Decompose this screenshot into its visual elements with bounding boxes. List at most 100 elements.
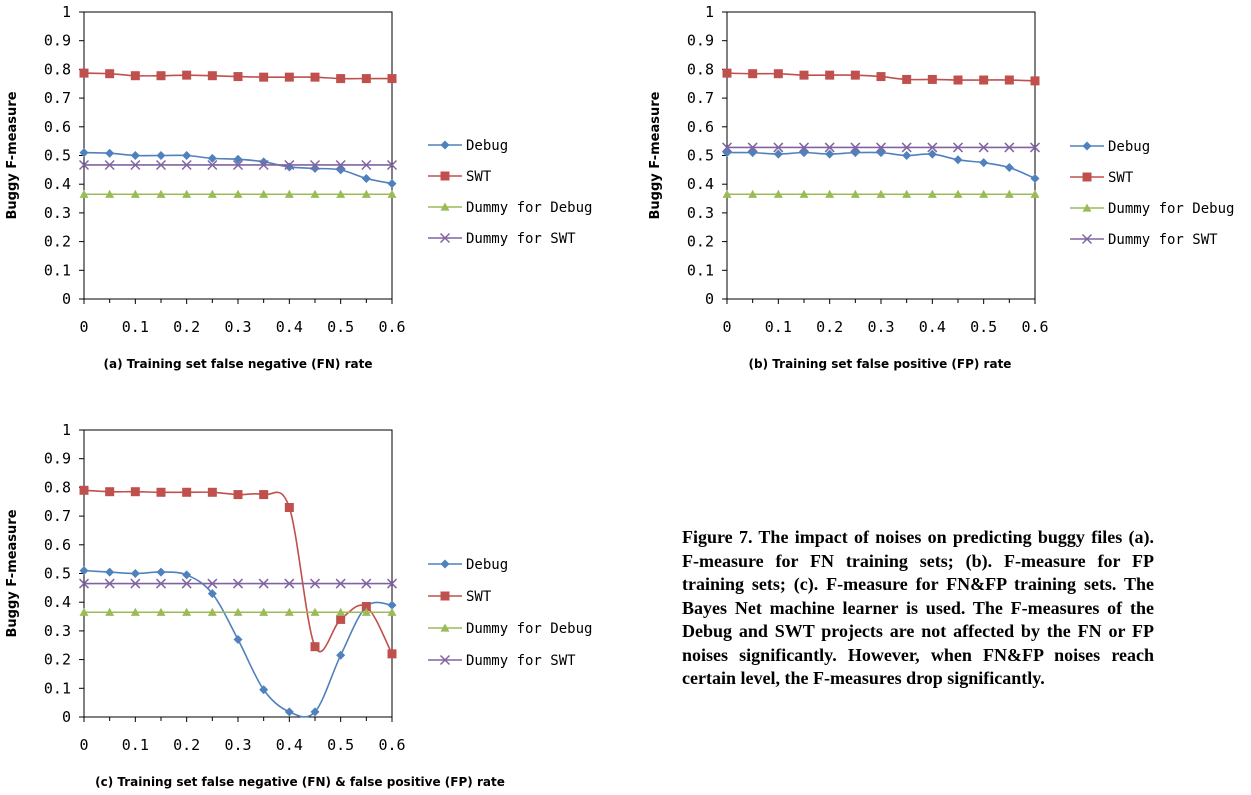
x-tick-label: 0.2 bbox=[173, 318, 200, 336]
y-tick-label: 0.3 bbox=[44, 204, 71, 222]
data-point bbox=[156, 71, 166, 81]
y-tick-label: 0.8 bbox=[687, 60, 714, 78]
x-tick-label: 0.5 bbox=[970, 318, 997, 336]
data-point bbox=[361, 578, 372, 589]
legend-label: Debug bbox=[466, 557, 508, 573]
y-tick-label: 0 bbox=[705, 290, 714, 308]
data-point bbox=[387, 649, 397, 659]
data-point bbox=[927, 149, 937, 159]
x-tick-label: 0.4 bbox=[276, 736, 303, 754]
y-tick-label: 1 bbox=[62, 421, 71, 439]
y-tick-label: 0.3 bbox=[687, 204, 714, 222]
x-tick-label: 0.3 bbox=[224, 736, 251, 754]
data-point bbox=[1030, 173, 1040, 183]
x-tick-label: 0.6 bbox=[378, 318, 405, 336]
legend-label: Debug bbox=[1108, 139, 1150, 155]
y-tick-label: 0.2 bbox=[687, 233, 714, 251]
series-dummy-for-debug bbox=[79, 607, 397, 616]
legend-marker bbox=[440, 140, 450, 150]
legend-entry: Dummy for SWT bbox=[428, 653, 576, 669]
y-tick-label: 0.2 bbox=[44, 651, 71, 669]
legend-label: SWT bbox=[466, 169, 492, 185]
x-axis-label: (b) Training set false positive (FP) rat… bbox=[749, 357, 1012, 371]
legend-entry: Dummy for Debug bbox=[428, 621, 592, 637]
data-point bbox=[825, 189, 835, 198]
data-point bbox=[361, 602, 371, 612]
data-point bbox=[799, 148, 809, 158]
y-tick-label: 0.9 bbox=[44, 32, 71, 50]
series-dummy-for-debug bbox=[722, 189, 1040, 198]
data-point bbox=[182, 189, 192, 198]
y-tick-label: 1 bbox=[62, 3, 71, 21]
legend-marker bbox=[440, 591, 450, 601]
data-point bbox=[259, 490, 269, 500]
data-point bbox=[387, 74, 397, 84]
legend-marker bbox=[1081, 233, 1093, 245]
data-point bbox=[927, 189, 937, 198]
y-tick-label: 0.7 bbox=[44, 89, 71, 107]
y-tick-label: 0.2 bbox=[44, 233, 71, 251]
data-point bbox=[79, 189, 89, 198]
data-point bbox=[387, 600, 397, 610]
data-point bbox=[105, 487, 115, 497]
data-point bbox=[387, 189, 397, 198]
data-point bbox=[182, 487, 192, 497]
legend-label: Dummy for Debug bbox=[1108, 201, 1234, 217]
data-point bbox=[979, 189, 989, 198]
x-axis-label: (a) Training set false negative (FN) rat… bbox=[104, 357, 373, 371]
data-point bbox=[79, 148, 89, 158]
data-point bbox=[902, 74, 912, 84]
data-point bbox=[182, 570, 192, 580]
legend-entry: SWT bbox=[428, 169, 492, 185]
data-point bbox=[310, 642, 320, 652]
legend-entry: Dummy for SWT bbox=[1070, 232, 1218, 248]
data-point bbox=[258, 159, 269, 171]
data-point bbox=[284, 162, 294, 172]
data-point bbox=[207, 71, 217, 81]
legend-marker bbox=[440, 171, 450, 181]
x-tick-label: 0.2 bbox=[816, 318, 843, 336]
data-point bbox=[386, 159, 398, 171]
data-point bbox=[773, 149, 783, 159]
data-point bbox=[104, 159, 115, 171]
data-point bbox=[335, 159, 346, 171]
x-tick-label: 0.5 bbox=[327, 318, 354, 336]
data-point bbox=[386, 578, 398, 589]
legend-label: SWT bbox=[1108, 170, 1134, 186]
x-tick-label: 0 bbox=[79, 318, 88, 336]
chart-panel-1: 0 0.1 0.2 0.3 0.4 0.5 0.6 0.7 0.8 0.9 1 0 0.1 0.2 0.3 0… bbox=[648, 3, 1234, 371]
data-point bbox=[952, 142, 964, 153]
data-point bbox=[825, 149, 835, 159]
figure-caption: Figure 7. The impact of noises on predic… bbox=[682, 527, 1154, 688]
data-point bbox=[207, 578, 218, 589]
x-axis-label: (c) Training set false negative (FN) & f… bbox=[95, 775, 505, 789]
data-point bbox=[953, 75, 963, 85]
series-dummy-for-swt bbox=[78, 159, 398, 171]
data-point bbox=[361, 74, 371, 84]
y-tick-label: 0.5 bbox=[687, 147, 714, 165]
y-tick-label: 0.6 bbox=[44, 118, 71, 136]
data-point bbox=[309, 578, 321, 589]
x-tick-label: 0.1 bbox=[122, 318, 149, 336]
legend-entry: Dummy for Debug bbox=[1070, 201, 1234, 217]
y-axis-label: Buggy F-measure bbox=[648, 91, 663, 219]
data-point bbox=[927, 142, 938, 153]
legend-marker bbox=[439, 654, 451, 666]
x-tick-label: 0 bbox=[79, 736, 88, 754]
data-point bbox=[748, 69, 758, 79]
data-point bbox=[1029, 142, 1041, 153]
data-point bbox=[233, 607, 243, 616]
data-point bbox=[799, 70, 809, 80]
series-debug bbox=[79, 566, 397, 718]
data-point bbox=[284, 159, 295, 171]
x-tick-label: 0.4 bbox=[919, 318, 946, 336]
data-point bbox=[181, 159, 192, 171]
data-point bbox=[207, 607, 217, 616]
data-point bbox=[105, 189, 115, 198]
y-tick-label: 0.9 bbox=[44, 450, 71, 468]
data-point bbox=[361, 189, 371, 198]
series-swt bbox=[79, 68, 397, 84]
data-point bbox=[259, 685, 269, 695]
y-tick-label: 0.1 bbox=[44, 679, 71, 697]
